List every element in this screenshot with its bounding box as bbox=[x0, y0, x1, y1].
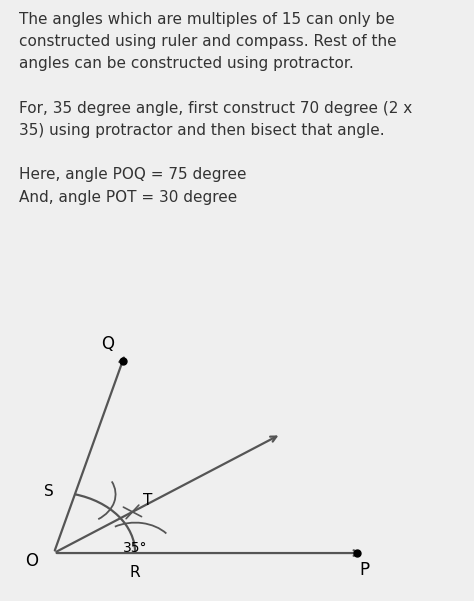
Text: The angles which are multiples of 15 can only be
constructed using ruler and com: The angles which are multiples of 15 can… bbox=[19, 12, 412, 204]
Text: R: R bbox=[130, 565, 140, 580]
Text: 35°: 35° bbox=[123, 540, 147, 555]
Text: Q: Q bbox=[101, 335, 114, 353]
Text: O: O bbox=[25, 552, 38, 570]
Text: S: S bbox=[44, 484, 54, 499]
Text: T: T bbox=[143, 493, 152, 508]
Text: P: P bbox=[359, 561, 369, 579]
